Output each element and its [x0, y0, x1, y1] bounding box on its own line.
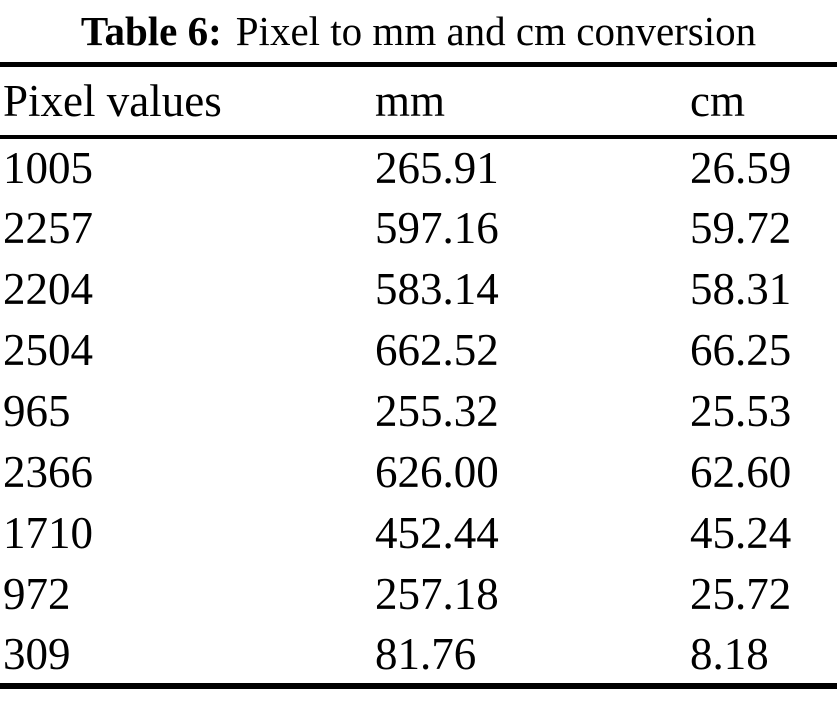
table-row: 1710 452.44 45.24 [0, 503, 837, 564]
table-row: 1005 265.91 26.59 [0, 137, 837, 198]
column-header-cm: cm [690, 75, 745, 126]
table-row: 2504 662.52 66.25 [0, 320, 837, 381]
mm-cell: 265.91 [375, 143, 499, 193]
cm-cell: 45.24 [690, 508, 792, 558]
mm-cell: 255.32 [375, 386, 499, 436]
mm-cell: 583.14 [375, 264, 499, 314]
mm-cell: 257.18 [375, 569, 499, 619]
pixel-cell: 2504 [3, 325, 93, 375]
table-row: 965 255.32 25.53 [0, 381, 837, 442]
cm-cell: 62.60 [690, 447, 792, 497]
pixel-cell: 2204 [3, 264, 93, 314]
mm-cell: 597.16 [375, 203, 499, 253]
table-row: 2366 626.00 62.60 [0, 442, 837, 503]
cm-cell: 25.53 [690, 386, 792, 436]
mm-cell: 452.44 [375, 508, 499, 558]
caption-label: Table 6: [80, 8, 222, 54]
table-row: 309 81.76 8.18 [0, 625, 837, 686]
pixel-cell: 1005 [3, 143, 93, 193]
cm-cell: 66.25 [690, 325, 792, 375]
cm-cell: 58.31 [690, 264, 792, 314]
cm-cell: 8.18 [690, 628, 769, 679]
cm-cell: 26.59 [690, 143, 792, 193]
table-header: Pixel values mm cm [0, 65, 837, 137]
pixel-cell: 1710 [3, 508, 93, 558]
table-row: 2204 583.14 58.31 [0, 259, 837, 320]
header-row: Pixel values mm cm [0, 65, 837, 137]
pixel-cell: 965 [3, 386, 71, 436]
mm-cell: 662.52 [375, 325, 499, 375]
cm-cell: 25.72 [690, 569, 792, 619]
table-row: 972 257.18 25.72 [0, 564, 837, 625]
mm-cell: 626.00 [375, 447, 499, 497]
pixel-cell: 2257 [3, 203, 93, 253]
column-header-pixel-values: Pixel values [3, 75, 222, 126]
pixel-cell: 972 [3, 569, 71, 619]
table-row: 2257 597.16 59.72 [0, 198, 837, 259]
table-body: 1005 265.91 26.59 2257 597.16 59.72 2204… [0, 137, 837, 686]
pixel-cell: 2366 [3, 447, 93, 497]
conversion-table: Pixel values mm cm 1005 265.91 26.59 225… [0, 62, 837, 689]
cm-cell: 59.72 [690, 203, 792, 253]
mm-cell: 81.76 [375, 628, 477, 679]
table-caption: Table 6: Pixel to mm and cm conversion [0, 0, 837, 59]
caption-text: Pixel to mm and cm conversion [235, 8, 757, 54]
pixel-cell: 309 [3, 628, 71, 679]
column-header-mm: mm [375, 75, 446, 126]
